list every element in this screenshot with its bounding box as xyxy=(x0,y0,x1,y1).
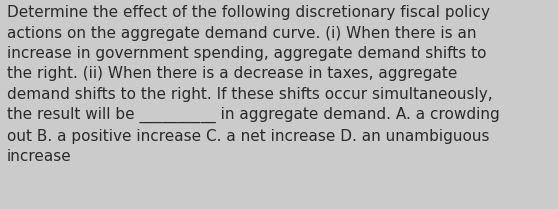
Text: Determine the effect of the following discretionary fiscal policy
actions on the: Determine the effect of the following di… xyxy=(7,5,499,164)
